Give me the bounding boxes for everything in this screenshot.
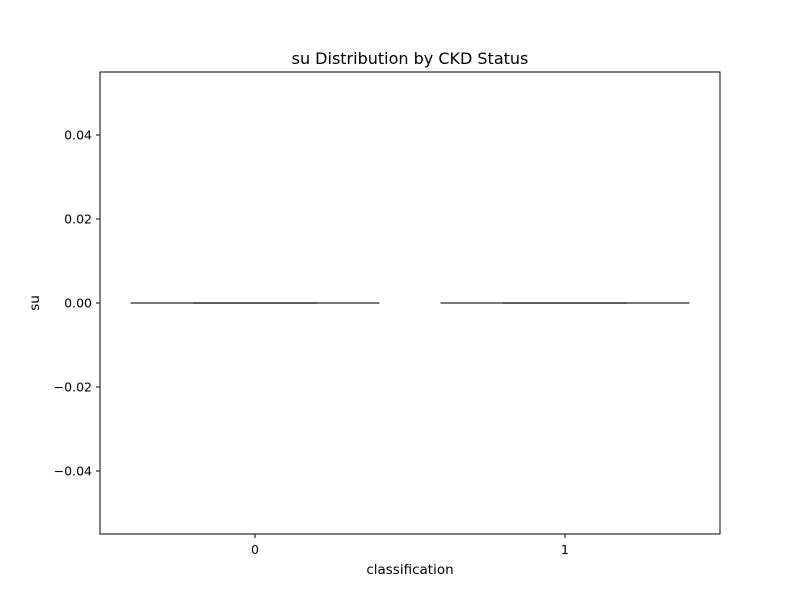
y-tick-label: −0.04	[54, 464, 92, 479]
plot-area-frame	[99, 71, 721, 535]
x-tick-label: 1	[561, 542, 569, 557]
y-tick-label: 0.00	[64, 296, 92, 311]
y-tick-label: 0.04	[64, 128, 92, 143]
x-tick-label: 0	[251, 542, 259, 557]
chart-title: su Distribution by CKD Status	[292, 49, 529, 68]
y-tick-label: 0.02	[64, 212, 92, 227]
y-tick-label: −0.02	[54, 380, 92, 395]
x-axis-label: classification	[366, 562, 453, 578]
y-axis-ticks: −0.04 −0.02 0.00 0.02 0.04	[54, 128, 100, 479]
y-axis-label: su	[27, 295, 43, 311]
